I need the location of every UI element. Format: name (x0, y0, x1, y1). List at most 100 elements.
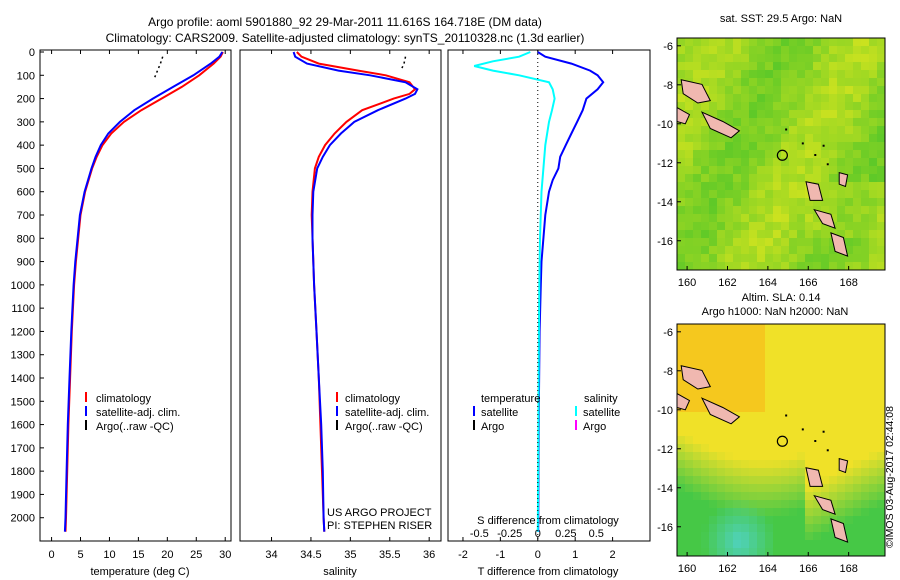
island (680, 79, 712, 104)
sst-map-frame (676, 37, 886, 271)
depth-tick-label: 400 (17, 140, 35, 152)
island (813, 208, 836, 230)
legend-argo: Argo(..raw -QC) (345, 421, 423, 433)
salinity-lines (292, 51, 419, 532)
map-x-tick-label: 160 (678, 563, 696, 575)
argo-position-marker (776, 149, 788, 161)
x-tick-label: 36 (423, 549, 435, 561)
argo-position-marker (776, 435, 788, 447)
temperature-axes-frame (39, 49, 232, 542)
series-s-satellite (473, 51, 556, 532)
depth-tick-label: 1100 (11, 303, 35, 315)
x-tick-label: 30 (219, 549, 231, 561)
islet (826, 449, 829, 452)
map-y-tick-label: -8 (663, 366, 673, 378)
island (677, 393, 691, 411)
depth-tick-label: 100 (17, 70, 35, 82)
depth-tick-label: 800 (17, 233, 35, 245)
depth-tick-label: 300 (17, 117, 35, 129)
s-tick-label: 0.5 (589, 528, 604, 540)
legend-title-salinity: salinity (584, 393, 618, 405)
sst-map-axes: 160 162 164 166 168 -6 -8 -10 -12 -14 -16 (657, 41, 858, 289)
island (700, 111, 741, 139)
map-y-tick-label: -10 (657, 119, 673, 131)
title-line-1: Argo profile: aoml 5901880_92 29-Mar-201… (148, 15, 542, 29)
island (680, 365, 712, 390)
x-tick-label: 0 (535, 549, 541, 561)
sla-map-axes: 160 162 164 166 168 -6 -8 -10 -12 -14 -16 (657, 327, 858, 575)
project-credit: US ARGO PROJECT (327, 507, 432, 519)
s-tick-label: 0.25 (555, 528, 576, 540)
sst-land-islands (677, 79, 849, 257)
sst-map-panel: sat. SST: 29.5 Argo: NaN 160 162 164 166 168… (657, 13, 886, 289)
salinity-xlabel: salinity (323, 566, 357, 578)
depth-tick-label: 1800 (11, 466, 35, 478)
x-tick-label: 35.5 (379, 549, 400, 561)
sst-heatmap-field (677, 38, 885, 270)
series-satellite-adj-clim- (63, 51, 224, 532)
x-tick-label: 35 (344, 549, 356, 561)
depth-tick-label: 2000 (11, 513, 35, 525)
map-y-tick-label: -8 (663, 80, 673, 92)
series-satellite-adj-clim- (292, 51, 419, 532)
islet (826, 163, 829, 166)
island (677, 107, 691, 125)
x-tick-label: 34.5 (300, 549, 321, 561)
map-y-tick-label: -6 (663, 327, 673, 339)
difference-axes-frame (447, 49, 651, 542)
island (805, 467, 824, 487)
depth-tick-label: 1500 (11, 396, 35, 408)
map-x-tick-label: 164 (759, 563, 777, 575)
map-x-tick-label: 160 (678, 277, 696, 289)
island (700, 397, 741, 425)
map-y-tick-label: -14 (657, 197, 673, 209)
map-y-tick-label: -16 (657, 236, 673, 248)
island (813, 494, 836, 516)
depth-axis: 0 100 200 300 400 500 600 700 800 900 1000 1100 1200… (11, 47, 44, 525)
map-x-tick-label: 168 (839, 277, 857, 289)
sla-map-panel: Altim. SLA: 0.14 Argo h1000: NaN h2000: … (657, 292, 886, 575)
map-x-tick-label: 162 (718, 277, 736, 289)
series-argo-raw-qc- (153, 56, 164, 78)
s-tick-label: -0.5 (470, 528, 489, 540)
sla-map-subtitle: Argo h1000: NaN h2000: NaN (702, 306, 849, 318)
island (830, 518, 849, 543)
islet (814, 440, 817, 442)
map-x-tick-label: 164 (759, 277, 777, 289)
legend-s-satellite: satellite (583, 407, 620, 419)
depth-tick-label: 500 (17, 163, 35, 175)
map-x-tick-label: 166 (799, 277, 817, 289)
map-x-tick-label: 168 (839, 563, 857, 575)
depth-tick-label: 1000 (11, 280, 35, 292)
islet (801, 428, 804, 431)
map-x-tick-label: 166 (799, 563, 817, 575)
pi-credit: PI: STEPHEN RISER (327, 520, 432, 532)
x-tick-label: -1 (495, 549, 505, 561)
x-tick-label: 10 (103, 549, 115, 561)
legend-t-satellite: satellite (481, 407, 518, 419)
islet (785, 414, 788, 417)
x-tick-label: -2 (458, 549, 468, 561)
depth-tick-label: 0 (29, 47, 35, 59)
salinity-axes-frame (239, 49, 442, 542)
legend-t-argo: Argo (481, 421, 504, 433)
difference-lines (473, 50, 605, 541)
legend-title-temperature: temperature (481, 393, 540, 405)
legend-argo: Argo(..raw -QC) (96, 421, 174, 433)
island (830, 232, 849, 257)
temperature-panel: 0100200300400500600700800900100011001200… (11, 47, 232, 578)
depth-tick-label: 1300 (11, 350, 35, 362)
map-y-tick-label: -10 (657, 405, 673, 417)
map-x-tick-label: 162 (718, 563, 736, 575)
sst-map-title: sat. SST: 29.5 Argo: NaN (720, 13, 842, 25)
islet (801, 142, 804, 145)
depth-tick-label: 1200 (11, 326, 35, 338)
islet (814, 154, 817, 156)
title-line-2: Climatology: CARS2009. Satellite-adjuste… (106, 31, 585, 45)
depth-tick-label: 1400 (11, 373, 35, 385)
islet (822, 144, 825, 147)
map-y-tick-label: -12 (657, 158, 673, 170)
s-tick-label: -0.25 (497, 528, 522, 540)
salinity-panel: 34 34.5 35 35.5 36 salinity climatology sate… (239, 49, 442, 578)
island (838, 171, 849, 188)
